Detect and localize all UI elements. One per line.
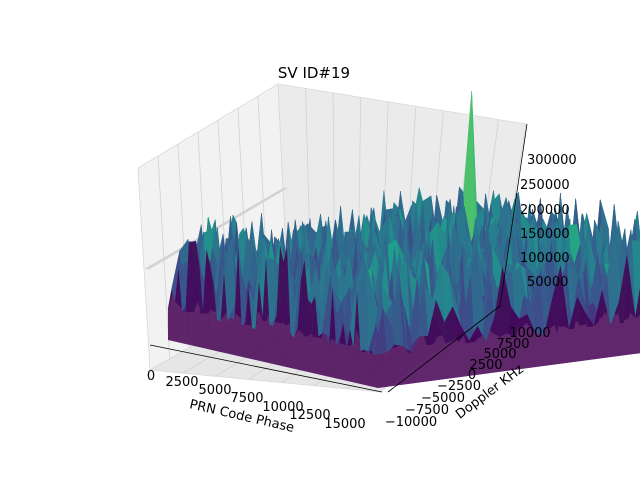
y-tick: −10000 — [385, 415, 437, 430]
surface — [167, 91, 640, 388]
y-tick: 7500 — [496, 337, 529, 352]
z-tick: 200000 — [520, 203, 570, 218]
z-tick: 150000 — [520, 227, 570, 242]
grid-line — [148, 187, 288, 270]
z-tick: 300000 — [527, 153, 577, 168]
x-tick: 7500 — [230, 391, 263, 406]
grid-line — [157, 155, 171, 359]
x-tick: 2500 — [165, 375, 198, 390]
z-tick: 250000 — [520, 178, 570, 193]
y-tick: −7500 — [405, 403, 449, 418]
y-tick: 0 — [468, 368, 476, 383]
y-tick: 10000 — [509, 326, 550, 341]
y-axis-line — [387, 305, 501, 393]
x-tick: 10000 — [262, 400, 303, 415]
z-tick-labels: 50000 100000 150000 200000 250000 300000 — [520, 153, 577, 290]
x-tick: 12500 — [289, 408, 330, 423]
y-tick: 2500 — [469, 358, 502, 373]
x-axis-line — [149, 344, 383, 393]
x-tick: 15000 — [324, 417, 365, 432]
x-tick-labels: 0 2500 5000 7500 10000 12500 15000 — [147, 369, 366, 432]
z-axis-line — [499, 123, 528, 307]
x-tick: 5000 — [198, 383, 231, 398]
y-tick: 5000 — [483, 347, 516, 362]
z-tick: 100000 — [520, 251, 570, 266]
chart-title: SV ID#19 — [278, 64, 350, 82]
x-tick: 0 — [147, 369, 155, 384]
y-tick-labels: −10000 −7500 −5000 −2500 0 2500 5000 750… — [385, 326, 551, 430]
y-tick: −5000 — [421, 391, 465, 406]
surface-front-edge — [168, 241, 378, 388]
z-tick: 50000 — [527, 275, 568, 290]
y-tick: −2500 — [437, 379, 481, 394]
surface-side-edge — [378, 253, 640, 388]
